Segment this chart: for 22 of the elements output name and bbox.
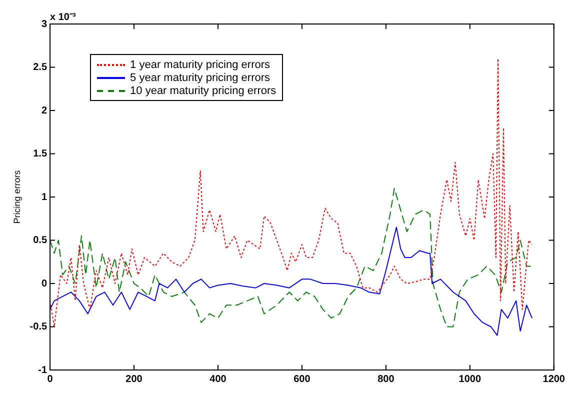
y-tick-label: -0.5 [30, 322, 48, 332]
y-tick-label: 0 [41, 278, 48, 290]
y-tick-label: 0.5 [33, 235, 48, 246]
legend-label: 5 year maturity pricing errors [130, 72, 270, 84]
x-tick-label: 1200 [542, 374, 566, 385]
x-tick-label: 600 [294, 374, 311, 385]
y-tick-label: 2.5 [33, 62, 48, 73]
y-tick-label: 1 [41, 192, 48, 203]
line-series [50, 58, 533, 328]
x-tick-label: 1000 [458, 374, 482, 385]
y-tick-label: 1.5 [33, 148, 48, 160]
y-axis-title: Pricing errors [12, 170, 22, 224]
x-tick-label: 200 [126, 374, 143, 385]
legend-label: 10 year maturity pricing errors [130, 84, 276, 96]
x-tick-label: 400 [210, 374, 227, 385]
line-series [50, 188, 532, 328]
x-tick-label: 800 [378, 374, 395, 385]
y-tick-label: 2 [41, 105, 48, 116]
y-tick-label: -1 [38, 364, 48, 376]
legend-label: 1 year maturity pricing errors [130, 58, 270, 70]
y-tick-label: 3 [41, 18, 48, 30]
text: x 10⁻³ [50, 12, 76, 23]
